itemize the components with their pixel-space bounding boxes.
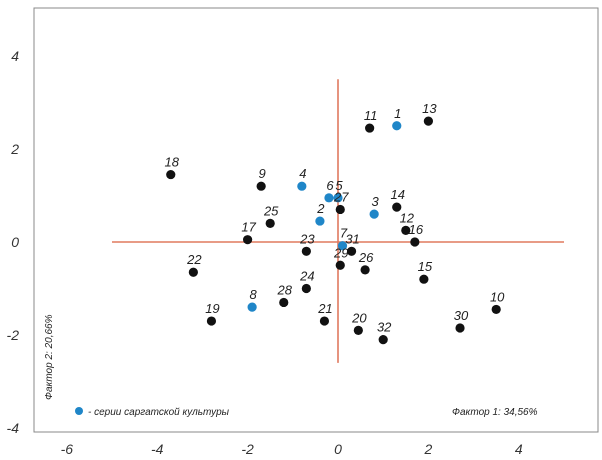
- point-label: 29: [333, 245, 348, 260]
- legend: - серии саргатской культуры: [75, 407, 230, 418]
- data-point: [378, 335, 388, 345]
- y-tick-label: -2: [7, 327, 20, 343]
- y-tick-label: 4: [11, 48, 19, 64]
- point-label: 18: [165, 155, 180, 170]
- y-tick-label: 2: [10, 141, 19, 157]
- data-point: [301, 246, 311, 256]
- x-tick-label: -2: [241, 441, 254, 457]
- point-label: 26: [358, 250, 374, 265]
- data-point: [455, 323, 465, 333]
- y-axis-label: Фактор 2: 20,66%: [44, 314, 55, 400]
- point-label: 13: [422, 101, 437, 116]
- data-point: [265, 218, 275, 228]
- legend-marker: [75, 407, 83, 415]
- point-label: 24: [299, 269, 314, 284]
- point-label: 23: [299, 231, 315, 246]
- data-point: [353, 325, 363, 335]
- data-point: [315, 216, 325, 226]
- data-point: [369, 209, 379, 219]
- point-label: 30: [454, 308, 469, 323]
- data-point: [423, 116, 433, 126]
- x-tick-label: 2: [424, 441, 433, 457]
- point-label: 5: [335, 178, 343, 193]
- x-tick-label: -6: [61, 441, 74, 457]
- point-label: 25: [263, 203, 279, 218]
- data-point: [301, 283, 311, 294]
- point-label: 9: [259, 166, 266, 181]
- data-point: [392, 202, 402, 212]
- data-point: [365, 123, 375, 133]
- x-axis-label: Фактор 1: 34,56%: [452, 407, 538, 418]
- point-label: 15: [418, 259, 433, 274]
- point-label: 2: [316, 201, 325, 216]
- point-label: 3: [372, 194, 380, 209]
- data-point: [243, 235, 253, 245]
- point-label: 28: [277, 282, 293, 297]
- data-point: [324, 193, 334, 203]
- data-point: [166, 169, 176, 180]
- data-point: [297, 181, 307, 191]
- data-point: [319, 316, 330, 326]
- data-point: [392, 121, 402, 131]
- point-label: 32: [377, 320, 392, 335]
- point-label: 7: [340, 226, 348, 241]
- point-label: 4: [299, 166, 306, 181]
- point-label: 16: [409, 222, 424, 237]
- data-point: [401, 225, 411, 235]
- point-label: 10: [490, 289, 505, 304]
- data-point: [419, 274, 429, 284]
- y-tick-label: -4: [7, 420, 20, 436]
- data-point: [360, 265, 370, 275]
- data-point: [206, 316, 217, 326]
- x-tick-label: 4: [515, 441, 523, 457]
- data-point: [335, 204, 345, 215]
- data-points: 12 34567891011121314151617181920212223242…: [165, 101, 505, 345]
- data-point: [247, 302, 257, 312]
- point-label: 8: [250, 287, 258, 302]
- point-label: 1: [394, 106, 401, 121]
- x-tick-label: 0: [334, 441, 342, 457]
- point-label: 21: [317, 301, 332, 316]
- point-label: 11: [364, 108, 378, 123]
- data-point: [188, 267, 198, 277]
- data-point: [410, 237, 420, 247]
- y-tick-label: 0: [11, 234, 19, 250]
- crosshair-lines: [112, 79, 564, 363]
- data-point: [256, 181, 266, 191]
- data-point: [337, 241, 348, 251]
- legend-label: - серии саргатской культуры: [88, 407, 230, 418]
- data-point: [333, 193, 343, 203]
- x-tick-label: -4: [151, 441, 164, 457]
- data-point: [346, 246, 357, 256]
- point-label: 6: [326, 178, 334, 193]
- data-point: [491, 304, 501, 315]
- data-point: [335, 260, 345, 270]
- point-label: 27: [333, 189, 349, 204]
- data-point: [279, 297, 289, 308]
- point-label: 20: [351, 310, 367, 325]
- point-label: 22: [186, 252, 202, 267]
- point-label: 19: [205, 301, 219, 316]
- point-label: 14: [391, 187, 405, 202]
- point-label: 17: [241, 220, 256, 235]
- point-label: 31: [345, 231, 359, 246]
- point-label: 12: [400, 210, 415, 225]
